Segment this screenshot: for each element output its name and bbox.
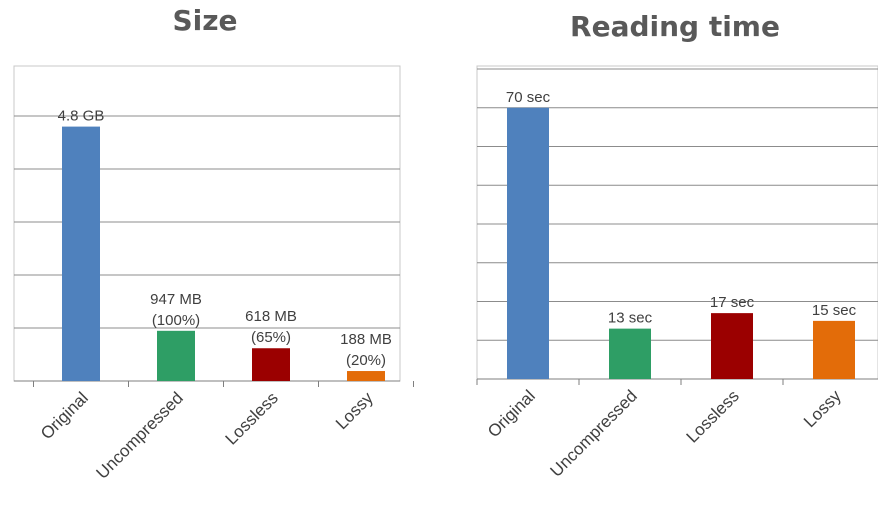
size-tick-label-original: Original — [37, 388, 92, 443]
reading-time-chart-title: Reading time — [570, 10, 780, 43]
size-data-label: 947 MB — [150, 291, 202, 308]
size-chart-title: Size — [172, 4, 238, 37]
size-data-label: (20%) — [346, 352, 386, 369]
size-data-label: (65%) — [251, 329, 291, 346]
size-bar-lossy — [347, 371, 385, 381]
size-data-label: 188 MB — [340, 331, 392, 348]
reading-time-data-label: 13 sec — [608, 310, 653, 327]
size-tick-label-lossy: Lossy — [332, 388, 377, 433]
reading-time-bar-uncompressed — [609, 328, 651, 379]
reading-time-bar-lossless — [711, 313, 753, 379]
size-data-label: 4.8 GB — [58, 108, 105, 125]
reading-time-data-label: 17 sec — [710, 294, 755, 311]
size-tick-label-lossless: Lossless — [222, 388, 282, 448]
size-data-label: (100%) — [152, 312, 200, 329]
reading-time-bar-original — [507, 107, 549, 379]
size-tick-label-uncompressed: Uncompressed — [93, 388, 187, 482]
reading-time-tick-label-lossless: Lossless — [683, 386, 743, 446]
size-bar-original — [62, 126, 100, 381]
reading-time-data-label: 70 sec — [506, 89, 551, 106]
reading-time-tick-label-uncompressed: Uncompressed — [547, 386, 641, 480]
reading-time-tick-label-lossy: Lossy — [800, 386, 845, 431]
reading-time-data-label: 15 sec — [812, 302, 857, 319]
reading-time-bar-lossy — [813, 320, 855, 379]
size-data-label: 618 MB — [245, 308, 297, 325]
reading-time-tick-label-original: Original — [484, 386, 539, 441]
size-bar-uncompressed — [157, 330, 195, 381]
size-bar-lossless — [252, 348, 290, 381]
